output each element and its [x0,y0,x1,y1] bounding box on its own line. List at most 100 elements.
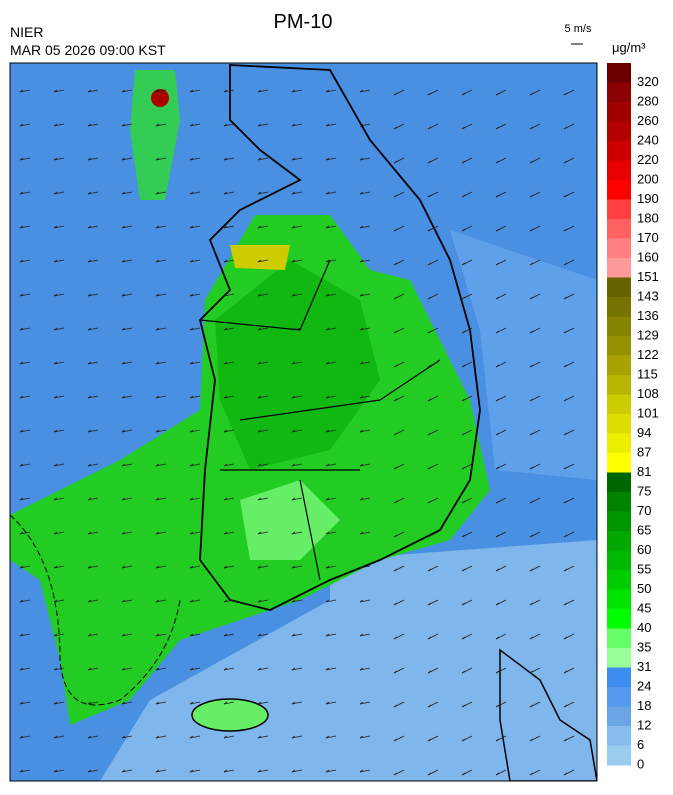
colorbar-label: 136 [637,308,659,323]
wind-arrow-head [189,429,194,433]
wind-arrow-head [19,259,24,263]
province-borders [199,259,441,581]
wind-arrow [257,667,269,671]
wind-arrow [155,667,167,671]
wind-arrow [121,327,133,331]
wind-arrow [325,735,337,739]
wind-arrow [121,259,133,263]
wind-arrow-head [529,126,534,130]
wind-arrow [87,225,99,229]
wind-arrow-head [19,599,24,603]
wind-arrow-head [257,123,262,127]
wind-arrow-head [291,531,296,535]
wind-arrow-head [189,293,194,297]
wind-arrow-head [393,92,398,96]
colorbar-label: 70 [637,503,651,518]
wind-arrow-head [495,364,500,368]
colorbar-swatch [607,628,631,649]
wind-arrow [325,157,337,161]
wind-arrow [121,191,133,195]
wind-arrow-head [189,769,194,773]
wind-arrow-head [325,157,330,161]
wind-arrow-head [155,225,160,229]
wind-arrow-head [257,327,262,331]
colorbar-label: 320 [637,74,659,89]
wind-arrow [155,701,167,705]
wind-arrow-head [291,735,296,739]
wind-arrow-head [257,497,262,501]
wind-arrow [19,565,31,569]
wind-arrow-head [257,157,262,161]
colorbar-label: 12 [637,717,651,732]
wind-arrow [53,361,65,365]
wind-arrow-head [529,228,534,232]
wind-arrow [189,565,201,569]
wind-arrow-head [189,157,194,161]
colorbar-label: 0 [637,756,644,771]
wind-arrow-head [393,738,398,742]
wind-arrow-head [427,126,432,130]
wind-arrow [189,191,201,195]
wind-arrow-head [87,701,92,705]
pm-light [240,480,340,560]
colorbar-label: 108 [637,386,659,401]
wind-arrow [155,157,167,161]
wind-arrow [291,259,303,263]
wind-arrow [155,123,167,127]
wind-arrow-head [223,157,228,161]
wind-arrow-head [393,364,398,368]
wind-arrow-head [53,667,58,671]
wind-arrow-head [155,123,160,127]
wind-arrow-head [563,738,568,742]
wind-arrow-head [19,735,24,739]
wind-arrow [257,259,269,263]
colorbar-swatch [607,160,631,181]
wind-arrow-head [495,500,500,504]
wind-arrow [87,667,99,671]
wind-arrow-head [223,667,228,671]
colorbar-label: 75 [637,483,651,498]
wind-arrow-head [325,293,330,297]
wind-arrow-head [223,463,228,467]
wind-arrow-head [495,738,500,742]
pm-hotspot [230,245,290,270]
wind-arrow-head [325,769,330,773]
wind-arrow-head [223,225,228,229]
wind-arrow [257,497,269,501]
wind-arrow-head [53,633,58,637]
wind-arrow-head [121,599,126,603]
wind-arrow-head [563,92,568,96]
wind-arrow [223,191,235,195]
colorbar-swatch [607,414,631,434]
wind-arrow-head [291,633,296,637]
wind-arrow-head [155,259,160,263]
wind-arrow-head [291,361,296,365]
wind-arrow-head [155,89,160,93]
wind-arrow-head [495,194,500,198]
wind-arrow-head [427,364,432,368]
wind-arrow-head [563,568,568,572]
wind-arrow [87,633,99,637]
colorbar-swatch [607,492,631,512]
wind-arrow [87,565,99,569]
colorbar-label: 40 [637,620,651,635]
wind-arrow-head [189,191,194,195]
wind-arrow [155,463,167,467]
wind-arrow-head [529,636,534,640]
wind-arrow-head [461,500,466,504]
wind-arrow [359,191,371,195]
wind-arrow [223,463,235,467]
wind-arrow [121,633,133,637]
wind-arrow [257,429,269,433]
coastline [199,64,481,611]
wind-arrow-head [427,704,432,708]
wind-arrow-head [359,293,364,297]
wind-arrow-head [325,497,330,501]
wind-arrow-head [427,262,432,266]
wind-arrow-head [223,191,228,195]
wind-arrow-head [359,769,364,773]
wind-arrow [121,293,133,297]
wind-arrow [325,225,337,229]
wind-arrow-head [121,565,126,569]
wind-arrow [291,735,303,739]
